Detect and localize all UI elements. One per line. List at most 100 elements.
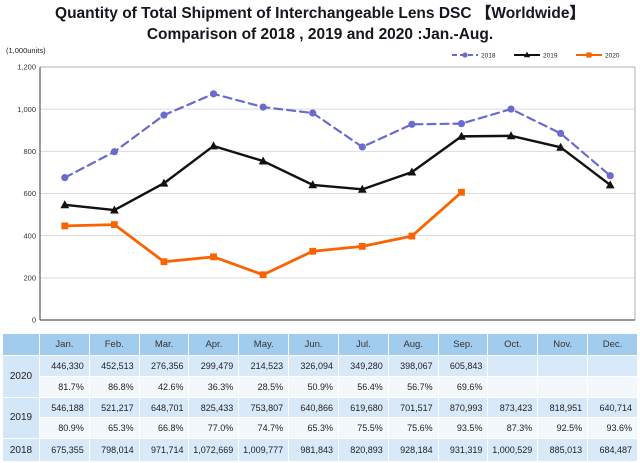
shipment-value-cell: 299,479 bbox=[188, 355, 240, 377]
svg-text:600: 600 bbox=[23, 189, 36, 198]
year-label-2019: 2019 bbox=[2, 396, 40, 440]
shipment-value-cell: 675,355 bbox=[39, 438, 90, 462]
svg-text:400: 400 bbox=[23, 231, 36, 240]
shipment-value-cell: 825,433 bbox=[188, 396, 240, 419]
month-header: Aug. bbox=[387, 333, 439, 356]
shipment-value-cell: 605,843 bbox=[437, 355, 489, 377]
shipment-value-cell: 798,014 bbox=[88, 438, 140, 462]
month-header: Jun. bbox=[288, 333, 339, 356]
yoy-percent-cell: 74.7% bbox=[238, 417, 290, 440]
month-header: Feb. bbox=[88, 333, 140, 356]
svg-text:2019: 2019 bbox=[543, 52, 558, 59]
shipment-value-cell: 326,094 bbox=[288, 355, 339, 377]
yoy-percent-cell: 75.5% bbox=[337, 417, 389, 440]
shipment-value-cell: 971,714 bbox=[138, 438, 190, 462]
y-axis-labels: 1,200 1,000 800 600 400 200 0 bbox=[17, 63, 36, 325]
series-2018 bbox=[61, 90, 614, 182]
chart-legend: 2018 2019 2020 bbox=[452, 51, 620, 59]
shipment-value-cell bbox=[537, 355, 589, 377]
units-label: (1,000units) bbox=[6, 46, 46, 55]
yoy-percent-cell: 75.6% bbox=[387, 417, 439, 440]
chart-title-line1: Quantity of Total Shipment of Interchang… bbox=[55, 5, 585, 22]
shipment-value-cell: 452,513 bbox=[88, 355, 140, 377]
yoy-percent-cell: 80.9% bbox=[39, 417, 90, 440]
shipment-value-cell: 640,714 bbox=[587, 396, 638, 419]
yoy-percent-cell: 42.6% bbox=[138, 375, 190, 398]
svg-text:200: 200 bbox=[23, 273, 36, 282]
yoy-percent-cell: 86.8% bbox=[88, 375, 140, 398]
shipment-value-cell: 446,330 bbox=[39, 355, 90, 377]
yoy-percent-cell: 81.7% bbox=[39, 375, 90, 398]
table-header-row: Jan. Feb. Mar. Apr. May. Jun. Jul. Aug. Sep. Oct.… bbox=[2, 333, 638, 356]
yoy-percent-cell: 66.8% bbox=[138, 417, 190, 440]
month-header: Oct. bbox=[487, 333, 539, 356]
shipment-value-cell bbox=[487, 355, 539, 377]
shipment-value-cell: 928,184 bbox=[387, 438, 439, 462]
table-body: 2020 446,330 452,513 276,356 299,479 214,523 3… bbox=[2, 355, 638, 462]
yoy-percent-cell: 93.5% bbox=[437, 417, 489, 440]
shipment-value-cell: 701,517 bbox=[387, 396, 439, 419]
month-header: Nov. bbox=[537, 333, 589, 356]
year-label-2020: 2020 bbox=[2, 355, 40, 398]
plot-border bbox=[39, 66, 636, 321]
gridlines bbox=[40, 108, 635, 279]
month-header: Sep. bbox=[437, 333, 489, 356]
table-row-2018-values: 2018 675,355 798,014 971,714 1,072,669 1,009,… bbox=[2, 438, 638, 462]
shipment-value-cell: 820,893 bbox=[337, 438, 389, 462]
month-header: Apr. bbox=[188, 333, 240, 356]
shipment-value-cell: 349,280 bbox=[337, 355, 389, 377]
svg-text:2020: 2020 bbox=[605, 52, 620, 59]
chart-title: Quantity of Total Shipment of Interchang… bbox=[0, 3, 640, 45]
month-header: Mar. bbox=[138, 333, 190, 356]
shipment-value-cell bbox=[587, 355, 638, 377]
table-row-2020-percents: 81.7% 86.8% 42.6% 36.3% 28.5% 50.9% 56.4% 56.7%… bbox=[3, 375, 638, 398]
shipment-data-table: Jan. Feb. Mar. Apr. May. Jun. Jul. Aug. Sep. Oct.… bbox=[2, 333, 638, 462]
shipment-value-cell: 818,951 bbox=[537, 396, 589, 419]
shipment-value-cell: 276,356 bbox=[138, 355, 190, 377]
yoy-percent-cell bbox=[587, 375, 638, 398]
shipment-value-cell: 1,072,669 bbox=[188, 438, 240, 462]
table-row-2020-values: 2020 446,330 452,513 276,356 299,479 214,523 3… bbox=[2, 355, 638, 398]
yoy-percent-cell bbox=[537, 375, 589, 398]
yoy-percent-cell: 36.3% bbox=[188, 375, 240, 398]
shipment-value-cell: 1,009,777 bbox=[238, 438, 290, 462]
svg-text:0: 0 bbox=[32, 316, 36, 325]
shipment-value-cell: 885,013 bbox=[537, 438, 589, 462]
yoy-percent-cell: 65.3% bbox=[88, 417, 140, 440]
table-corner-cell bbox=[2, 333, 40, 356]
month-header: Dec. bbox=[587, 333, 638, 356]
yoy-percent-cell: 50.9% bbox=[288, 375, 339, 398]
yoy-percent-cell bbox=[487, 375, 539, 398]
month-header: May. bbox=[238, 333, 290, 356]
shipment-value-cell: 398,067 bbox=[387, 355, 439, 377]
table-header: Jan. Feb. Mar. Apr. May. Jun. Jul. Aug. Sep. Oct.… bbox=[2, 333, 638, 356]
yoy-percent-cell: 56.4% bbox=[337, 375, 389, 398]
svg-text:2018: 2018 bbox=[481, 52, 496, 59]
shipment-value-cell: 1,000,529 bbox=[487, 438, 539, 462]
table-row-2019-percents: 80.9% 65.3% 66.8% 77.0% 74.7% 65.3% 75.5% 75.6%… bbox=[3, 417, 638, 440]
month-header: Jan. bbox=[39, 333, 90, 356]
yoy-percent-cell: 93.6% bbox=[587, 417, 638, 440]
shipment-value-cell: 640,866 bbox=[288, 396, 339, 419]
shipment-value-cell: 931,319 bbox=[437, 438, 489, 462]
chart-title-line2: Comparison of 2018 , 2019 and 2020 :Jan.… bbox=[146, 26, 494, 43]
series-2019 bbox=[60, 131, 615, 214]
svg-text:800: 800 bbox=[23, 147, 36, 156]
month-header: Jul. bbox=[337, 333, 389, 356]
shipment-value-cell: 873,423 bbox=[487, 396, 539, 419]
svg-text:1,200: 1,200 bbox=[17, 63, 36, 72]
shipment-value-cell: 981,843 bbox=[288, 438, 339, 462]
yoy-percent-cell: 69.6% bbox=[437, 375, 489, 398]
shipment-value-cell: 648,701 bbox=[138, 396, 190, 419]
table-row-2019-values: 2019 546,188 521,217 648,701 825,433 753,807 6… bbox=[2, 396, 638, 440]
yoy-percent-cell: 77.0% bbox=[188, 417, 240, 440]
year-label-2018: 2018 bbox=[2, 438, 40, 462]
yoy-percent-cell: 87.3% bbox=[487, 417, 539, 440]
legend-item-2020: 2020 bbox=[576, 52, 620, 59]
shipment-value-cell: 619,680 bbox=[337, 396, 389, 419]
shipment-value-cell: 870,993 bbox=[437, 396, 489, 419]
svg-text:1,000: 1,000 bbox=[17, 105, 36, 114]
shipment-value-cell: 546,188 bbox=[39, 396, 90, 419]
